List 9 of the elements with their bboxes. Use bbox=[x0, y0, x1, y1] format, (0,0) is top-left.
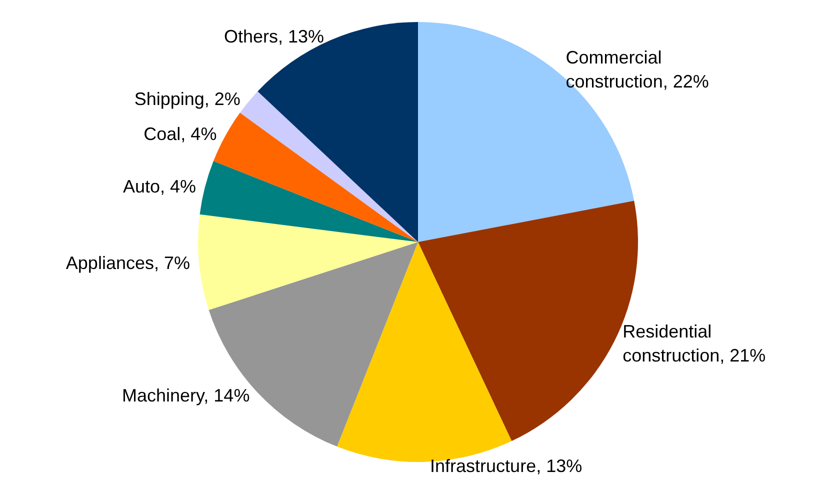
slice-label: Commercial construction, 22% bbox=[566, 47, 709, 92]
slice-label: Others, 13% bbox=[224, 26, 324, 46]
slice-label: Shipping, 2% bbox=[134, 89, 240, 110]
slice-label: Residential construction, 21% bbox=[622, 322, 766, 366]
slice-label: Infrastructure, 13% bbox=[430, 456, 582, 476]
slice-label: Appliances, 7% bbox=[66, 253, 190, 274]
slice-label: Coal, 4% bbox=[144, 124, 217, 144]
slice-label: Auto, 4% bbox=[122, 176, 196, 196]
slice-label: Machinery, 14% bbox=[122, 385, 250, 406]
